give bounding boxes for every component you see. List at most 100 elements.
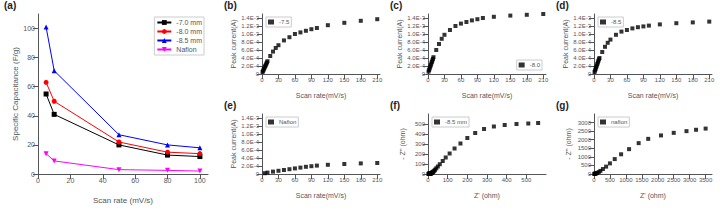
svg-text:-8.0: -8.0: [530, 62, 541, 68]
svg-text:60: 60: [27, 83, 35, 90]
svg-text:Nafion: Nafion: [279, 119, 296, 125]
svg-text:Scan rate(mV/s): Scan rate(mV/s): [628, 92, 679, 100]
svg-text:150: 150: [671, 77, 682, 83]
svg-text:Peak current(A): Peak current(A): [230, 19, 238, 68]
svg-text:30: 30: [275, 177, 282, 183]
svg-text:40: 40: [27, 112, 35, 119]
svg-text:210: 210: [372, 177, 383, 183]
svg-text:0: 0: [260, 177, 264, 183]
svg-text:(d): (d): [556, 0, 569, 11]
svg-text:100: 100: [415, 161, 426, 167]
svg-text:1.2E-3: 1.2E-3: [241, 23, 259, 29]
svg-text:1.0E-3: 1.0E-3: [573, 31, 591, 37]
svg-text:6.0E-4: 6.0E-4: [241, 147, 259, 153]
svg-text:1000: 1000: [619, 177, 633, 183]
svg-text:6.0E-4: 6.0E-4: [241, 47, 259, 53]
svg-text:(e): (e): [224, 100, 236, 111]
svg-text:0: 0: [36, 177, 40, 184]
svg-text:2.0E-4: 2.0E-4: [241, 163, 259, 169]
svg-text:60: 60: [292, 177, 299, 183]
svg-text:1.4E-3: 1.4E-3: [241, 15, 259, 21]
svg-text:210: 210: [372, 77, 383, 83]
svg-text:180: 180: [356, 77, 367, 83]
svg-text:300: 300: [415, 141, 426, 147]
svg-text:120: 120: [323, 77, 334, 83]
svg-text:60: 60: [458, 77, 465, 83]
svg-text:0: 0: [426, 177, 430, 183]
svg-text:3500: 3500: [699, 177, 713, 183]
svg-text:60: 60: [624, 77, 631, 83]
svg-text:180: 180: [356, 177, 367, 183]
svg-text:Scan rate (mV/s): Scan rate (mV/s): [93, 196, 153, 205]
svg-text:(g): (g): [556, 100, 569, 111]
svg-text:8.0E-4: 8.0E-4: [407, 39, 425, 45]
svg-text:8.0E-4: 8.0E-4: [241, 39, 259, 45]
svg-text:6.0E-4: 6.0E-4: [407, 47, 425, 53]
svg-text:0: 0: [588, 71, 592, 77]
svg-text:120: 120: [655, 77, 666, 83]
svg-text:0: 0: [422, 71, 426, 77]
svg-text:40: 40: [99, 177, 107, 184]
svg-text:500: 500: [521, 177, 532, 183]
svg-text:2500: 2500: [578, 128, 592, 134]
svg-text:3000: 3000: [683, 177, 697, 183]
svg-text:30: 30: [441, 77, 448, 83]
svg-text:400: 400: [415, 131, 426, 137]
svg-text:120: 120: [489, 77, 500, 83]
svg-text:Peak current(A): Peak current(A): [230, 119, 238, 168]
svg-text:4.0E-4: 4.0E-4: [573, 55, 591, 61]
svg-text:90: 90: [308, 177, 315, 183]
svg-text:300: 300: [482, 177, 493, 183]
svg-text:2.0E-4: 2.0E-4: [573, 63, 591, 69]
svg-text:200: 200: [462, 177, 473, 183]
svg-text:20: 20: [66, 177, 74, 184]
svg-text:Scan rate(mV/s): Scan rate(mV/s): [296, 92, 347, 100]
svg-text:500: 500: [415, 121, 426, 127]
svg-text:nafion: nafion: [611, 119, 627, 125]
svg-text:400: 400: [502, 177, 513, 183]
svg-text:1.4E-3: 1.4E-3: [407, 15, 425, 21]
svg-text:90: 90: [640, 77, 647, 83]
svg-text:200: 200: [415, 151, 426, 157]
svg-text:2.0E-4: 2.0E-4: [407, 63, 425, 69]
svg-text:0: 0: [260, 77, 264, 83]
svg-text:210: 210: [704, 77, 715, 83]
svg-text:4.0E-4: 4.0E-4: [241, 55, 259, 61]
svg-text:- Z'' (ohm): - Z'' (ohm): [565, 128, 573, 159]
svg-text:4.0E-4: 4.0E-4: [241, 155, 259, 161]
svg-text:100: 100: [23, 25, 35, 32]
svg-text:80: 80: [164, 177, 172, 184]
svg-text:180: 180: [522, 77, 533, 83]
svg-text:Specific Capacitance (F/g): Specific Capacitance (F/g): [11, 47, 20, 141]
svg-text:150: 150: [505, 77, 516, 83]
svg-text:1500: 1500: [635, 177, 649, 183]
svg-text:30: 30: [275, 77, 282, 83]
svg-text:0: 0: [588, 171, 592, 177]
svg-text:Z' (ohm): Z' (ohm): [474, 192, 500, 200]
svg-text:30: 30: [607, 77, 614, 83]
svg-text:150: 150: [339, 177, 350, 183]
svg-text:60: 60: [292, 77, 299, 83]
svg-text:Scan rate(mV/s): Scan rate(mV/s): [462, 92, 513, 100]
svg-text:100: 100: [443, 177, 454, 183]
svg-text:(c): (c): [390, 0, 402, 11]
svg-text:-7.5: -7.5: [279, 19, 290, 25]
svg-text:80: 80: [27, 54, 35, 61]
svg-text:2000: 2000: [651, 177, 665, 183]
svg-text:1.0E-3: 1.0E-3: [407, 31, 425, 37]
svg-text:-8.5 mm: -8.5 mm: [176, 37, 202, 44]
svg-text:-8.5: -8.5: [611, 19, 622, 25]
svg-text:Peak current(A): Peak current(A): [562, 19, 570, 68]
svg-text:2.0E-4: 2.0E-4: [241, 63, 259, 69]
svg-text:500: 500: [605, 177, 616, 183]
svg-text:(f): (f): [390, 100, 400, 111]
svg-text:0: 0: [256, 71, 260, 77]
svg-text:0: 0: [592, 177, 596, 183]
svg-text:90: 90: [308, 77, 315, 83]
svg-text:8.0E-4: 8.0E-4: [241, 139, 259, 145]
svg-text:20: 20: [27, 141, 35, 148]
svg-text:60: 60: [131, 177, 139, 184]
svg-text:3000: 3000: [578, 120, 592, 126]
svg-text:-7.0 mm: -7.0 mm: [176, 19, 202, 26]
svg-text:-8.5 mm: -8.5 mm: [445, 119, 467, 125]
